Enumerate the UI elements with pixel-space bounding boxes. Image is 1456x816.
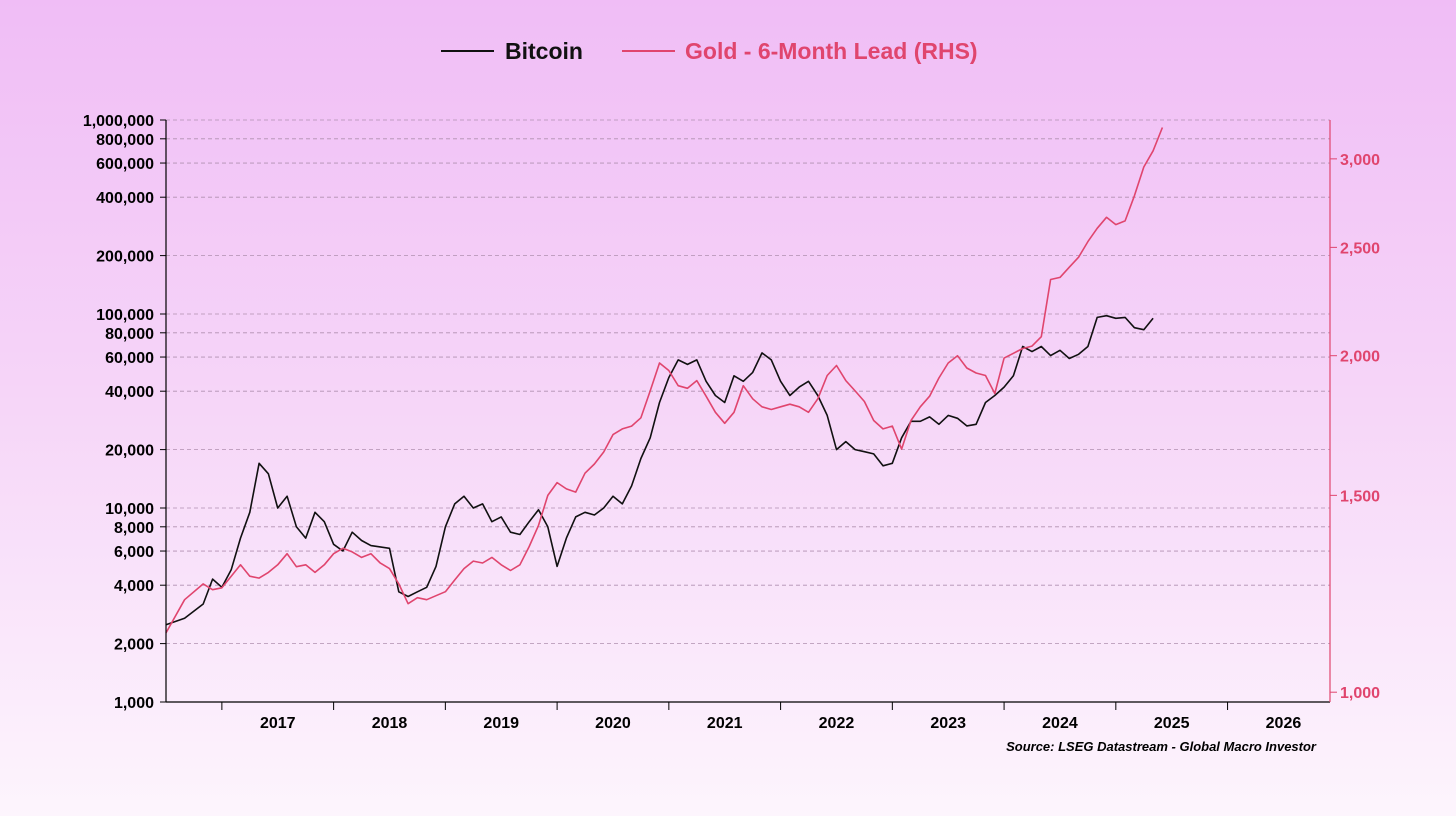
bitcoin-series-line	[165, 314, 1154, 626]
x-tick-label: 2023	[930, 715, 966, 732]
gridlines	[166, 119, 1330, 645]
left-tick-label: 10,000	[105, 501, 154, 518]
x-tick-label: 2025	[1154, 715, 1190, 732]
left-tick-label: 60,000	[105, 350, 154, 367]
x-tick-label: 2021	[707, 715, 743, 732]
right-tick-label: 1,500	[1340, 488, 1380, 505]
left-tick-label: 40,000	[105, 384, 154, 401]
left-tick-label: 100,000	[96, 307, 154, 324]
x-tick-label: 2019	[483, 715, 519, 732]
x-tick-label: 2022	[819, 715, 855, 732]
axes	[165, 120, 1331, 703]
left-tick-label: 800,000	[96, 132, 154, 149]
left-axis-ticks: 1,000 2,000 4,000 6,000 8,000 10,000 20,000 40,…	[83, 113, 166, 712]
right-tick-label: 1,000	[1340, 685, 1380, 702]
x-axis-ticks: 2017 2018 2019 2020 2021 2022 2023 2024 2025 2026	[221, 702, 1302, 732]
x-tick-label: 2020	[595, 715, 631, 732]
left-tick-label: 200,000	[96, 249, 154, 266]
x-tick-label: 2017	[260, 715, 296, 732]
left-tick-label: 600,000	[96, 156, 154, 173]
source-note: Source: LSEG Datastream - Global Macro I…	[1006, 739, 1317, 754]
legend: Bitcoin Gold - 6-Month Lead (RHS)	[441, 38, 978, 64]
left-tick-label: 4,000	[114, 578, 154, 595]
x-tick-label: 2026	[1266, 715, 1302, 732]
left-tick-label: 400,000	[96, 190, 154, 207]
right-tick-label: 2,500	[1340, 240, 1380, 257]
left-tick-label: 2,000	[114, 637, 154, 654]
left-tick-label: 1,000,000	[83, 113, 154, 130]
legend-label-gold: Gold - 6-Month Lead (RHS)	[685, 38, 978, 64]
right-axis-ticks: 1,000 1,500 2,000 2,500 3,000	[1330, 152, 1380, 702]
left-tick-label: 1,000	[114, 695, 154, 712]
x-tick-label: 2018	[372, 715, 408, 732]
left-tick-label: 6,000	[114, 544, 154, 561]
left-tick-label: 8,000	[114, 520, 154, 537]
left-tick-label: 20,000	[105, 443, 154, 460]
right-tick-label: 2,000	[1340, 349, 1380, 366]
series-layer	[165, 127, 1164, 634]
legend-label-bitcoin: Bitcoin	[505, 38, 583, 64]
left-tick-label: 80,000	[105, 326, 154, 343]
gold-series-line	[165, 127, 1164, 634]
x-tick-label: 2024	[1042, 715, 1078, 732]
right-tick-label: 3,000	[1340, 152, 1380, 169]
